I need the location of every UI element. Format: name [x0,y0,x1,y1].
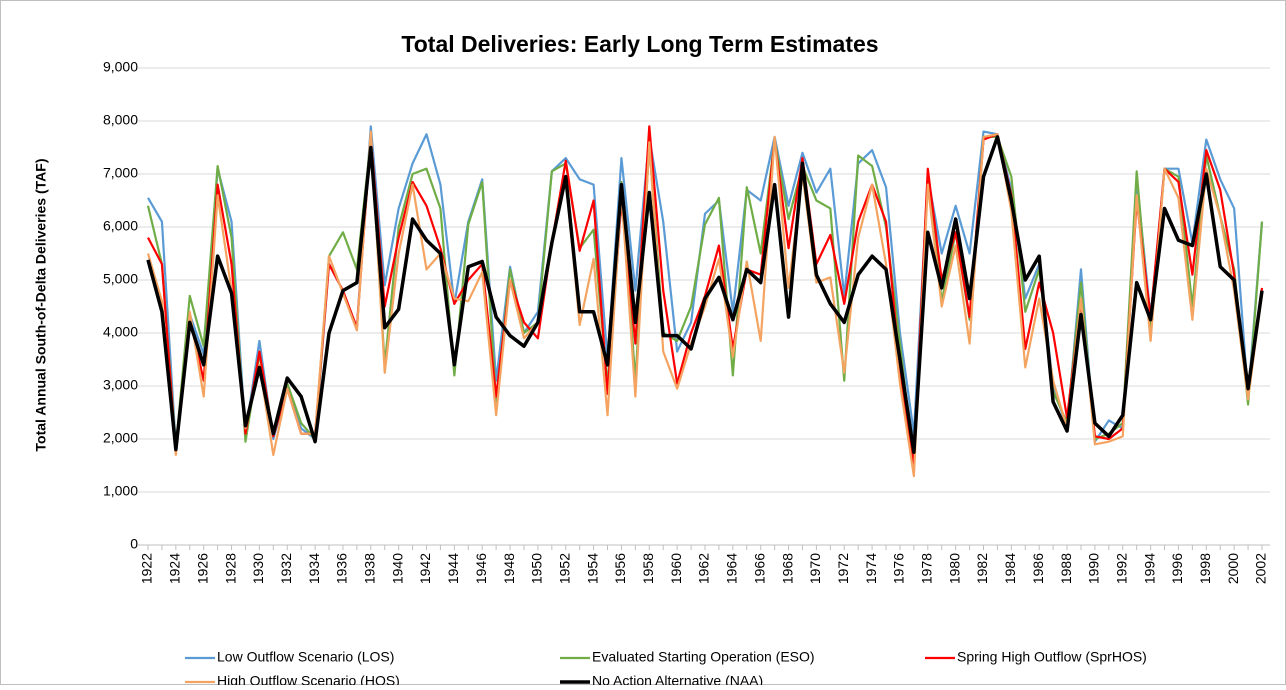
legend-label: Evaluated Starting Operation (ESO) [592,649,815,665]
x-tick-label: 1922 [139,553,155,584]
y-tick-label: 3,000 [103,377,138,393]
series-line [146,135,1264,467]
x-tick-label: 1998 [1197,553,1213,584]
y-tick-label: 9,000 [103,59,138,75]
y-tick-label: 1,000 [103,483,138,499]
x-tick-label: 1974 [863,553,879,584]
legend-label: No Action Alternative (NAA) [592,673,763,685]
x-tick-label: 1944 [445,553,461,584]
x-tick-label: 1988 [1058,553,1074,584]
x-tick-label: 1940 [389,553,405,584]
x-tick-label: 1978 [919,553,935,584]
x-tick-label: 1964 [724,553,740,584]
x-tick-label: 1938 [362,553,378,584]
x-tick-label: 1956 [612,553,628,584]
x-tick-label: 1960 [668,553,684,584]
x-tick-label: 2000 [1225,553,1241,584]
x-tick-label: 1948 [501,553,517,584]
x-tick-label: 1994 [1141,553,1157,584]
chart-title: Total Deliveries: Early Long Term Estima… [401,31,878,57]
x-tick-label: 1926 [194,553,210,584]
x-tick-label: 1976 [891,553,907,584]
x-tick-label: 1932 [278,553,294,584]
series-line [146,135,1264,454]
legend-label: High Outflow Scenario (HOS) [217,673,400,685]
y-tick-label: 7,000 [103,165,138,181]
x-tick-label: 1930 [250,553,266,584]
y-axis-title: Total Annual South-of-Delta Deliveries (… [33,159,49,452]
legend-label: Spring High Outflow (SprHOS) [957,649,1147,665]
x-tick-label: 1962 [696,553,712,584]
y-tick-label: 2,000 [103,430,138,446]
x-tick-label: 1936 [334,553,350,584]
x-tick-label: 1996 [1169,553,1185,584]
x-tick-label: 1984 [1002,553,1018,584]
x-tick-label: 1980 [946,553,962,584]
y-tick-label: 5,000 [103,271,138,287]
x-tick-label: 1970 [807,553,823,584]
x-tick-label: 1972 [835,553,851,584]
x-tick-label: 1946 [473,553,489,584]
x-tick-label: 1986 [1030,553,1046,584]
x-tick-label: 1982 [974,553,990,584]
x-tick-label: 1928 [222,553,238,584]
x-tick-label: 1942 [417,553,433,584]
x-tick-label: 1950 [529,553,545,584]
x-tick-label: 1934 [306,553,322,584]
x-tick-label: 1954 [584,553,600,584]
x-tick-label: 1992 [1113,553,1129,584]
y-tick-label: 8,000 [103,112,138,128]
legend-label: Low Outflow Scenario (LOS) [217,649,394,665]
x-tick-label: 1958 [640,553,656,584]
x-tick-label: 1968 [779,553,795,584]
y-tick-label: 4,000 [103,324,138,340]
x-tick-label: 1966 [751,553,767,584]
x-tick-label: 1990 [1086,553,1102,584]
x-tick-label: 2002 [1253,553,1269,584]
y-tick-label: 0 [130,536,138,552]
y-tick-label: 6,000 [103,218,138,234]
x-tick-label: 1924 [167,553,183,584]
x-tick-label: 1952 [556,553,572,584]
